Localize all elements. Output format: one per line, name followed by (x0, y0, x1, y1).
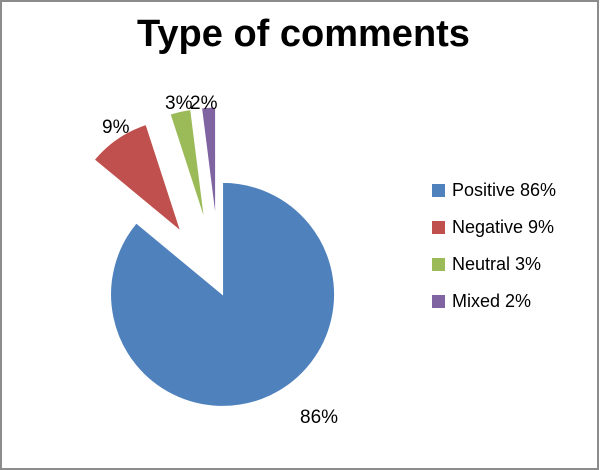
legend: Positive 86% Negative 9% Neutral 3% Mixe… (432, 178, 556, 326)
legend-swatch (432, 220, 445, 234)
legend-item-negative: Negative 9% (432, 215, 556, 239)
legend-label: Neutral 3% (452, 253, 542, 274)
data-label-positive: 86% (300, 407, 338, 428)
legend-label: Negative 9% (452, 216, 555, 237)
legend-swatch (432, 183, 445, 197)
legend-label: Mixed 2% (452, 290, 532, 311)
slice-neutral (169, 109, 206, 221)
data-label-mixed: 2% (190, 93, 218, 114)
legend-item-positive: Positive 86% (432, 178, 556, 202)
legend-item-mixed: Mixed 2% (432, 289, 556, 313)
legend-label: Positive 86% (452, 179, 557, 200)
legend-swatch (432, 294, 445, 308)
data-label-neutral: 3% (165, 93, 193, 114)
chart-title: Type of comments (137, 13, 470, 55)
legend-item-neutral: Neutral 3% (432, 252, 556, 276)
slice-negative (93, 123, 182, 233)
pie-chart: 86% 9% 3%2% (93, 93, 338, 428)
slice-positive (110, 181, 336, 407)
data-label-negative: 9% (102, 117, 130, 138)
slice-mixed (201, 106, 217, 220)
legend-swatch (432, 257, 445, 271)
